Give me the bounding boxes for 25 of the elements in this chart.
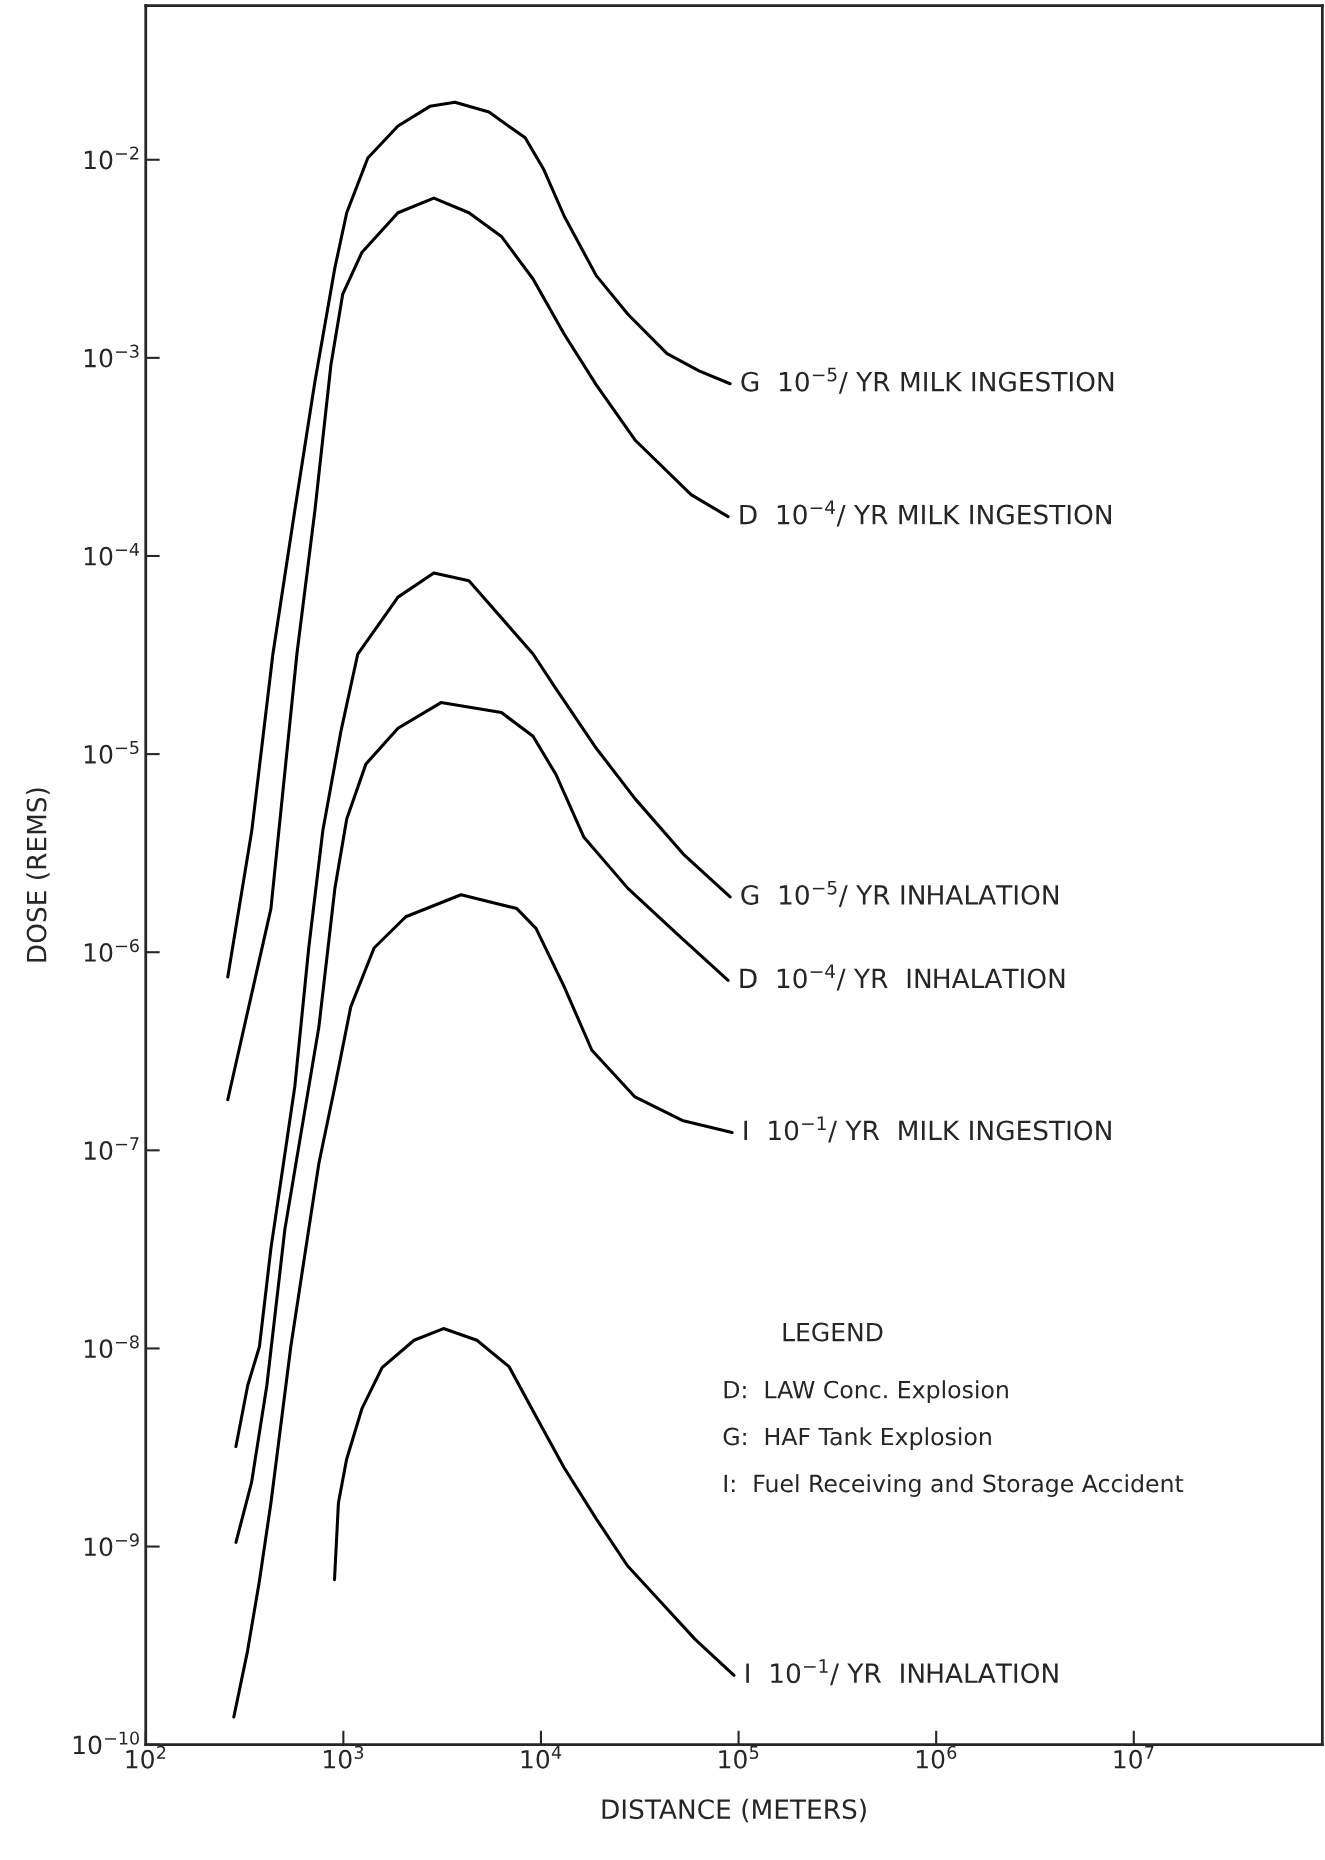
x-tick-label: 10$^{5}$ (719, 1746, 759, 1769)
series-label: G 10$^{−5}$/ YR MILK INGESTION (741, 367, 1114, 394)
series-label: D 10$^{−4}$/ YR INHALATION (740, 964, 1065, 991)
y-tick-label: 10$^{−6}$ (84, 938, 139, 962)
y-tick-label: 10$^{−3}$ (84, 344, 139, 368)
annotation: G: HAF Tank Explosion (723, 1427, 991, 1451)
annotation: D: LAW Conc. Explosion (724, 1380, 1008, 1404)
x-tick-label: 10$^{7}$ (1114, 1746, 1154, 1769)
y-tick-label: 10$^{−9}$ (84, 1533, 139, 1557)
y-tick-label: 10$^{−5}$ (84, 741, 139, 764)
y-tick-label: 10$^{−2}$ (84, 146, 139, 170)
x-axis-title: DISTANCE (METERS) (602, 1798, 866, 1823)
y-axis-title: DOSE (REMS) (26, 788, 50, 962)
annotation: I: Fuel Receiving and Storage Accident (724, 1474, 1184, 1497)
y-tick-label: 10$^{−4}$ (84, 542, 140, 566)
series-label: I 10$^{−1}$/ YR MILK INGESTION (744, 1116, 1111, 1143)
series-label: D 10$^{−4}$/ YR MILK INGESTION (740, 500, 1111, 527)
x-tick-label: 10$^{6}$ (916, 1745, 957, 1769)
annotation: LEGEND (783, 1322, 883, 1342)
series-label: I 10$^{−1}$/ YR INHALATION (746, 1659, 1058, 1686)
y-tick-label: 10$^{−7}$ (84, 1137, 139, 1161)
x-tick-label: 10$^{4}$ (521, 1746, 562, 1769)
x-tick-label: 10$^{3}$ (324, 1745, 364, 1769)
series-label: G 10$^{−5}$/ YR INHALATION (741, 880, 1058, 907)
y-tick-label: 10$^{−8}$ (84, 1335, 139, 1359)
